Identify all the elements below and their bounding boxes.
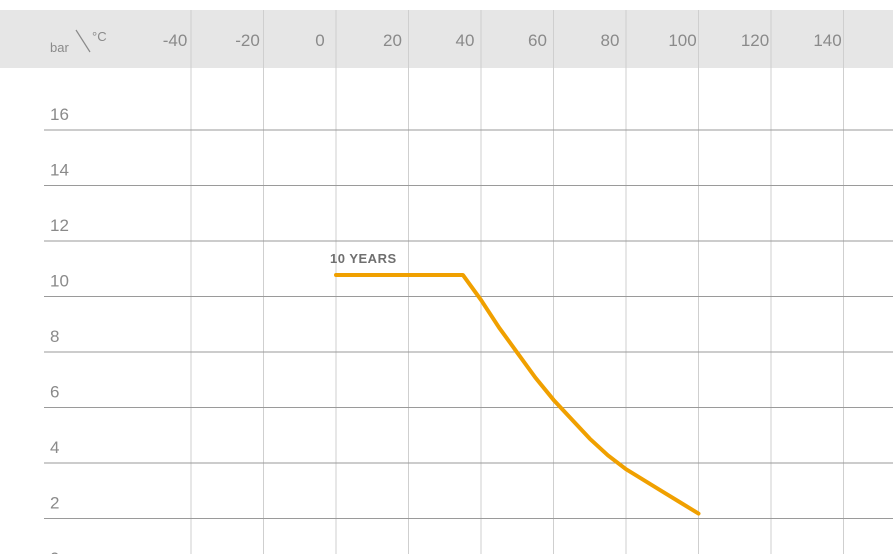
- series-line-10-years: [334, 272, 701, 516]
- x-tick-label: 0: [315, 31, 324, 50]
- x-tick-label: 20: [383, 31, 402, 50]
- header-band: [0, 10, 893, 68]
- y-tick-label: 8: [50, 327, 59, 346]
- corner-slash: [75, 29, 91, 53]
- y-tick-label: 4: [50, 438, 59, 457]
- x-tick-label: 60: [528, 31, 547, 50]
- y-tick-label: 14: [50, 161, 69, 180]
- x-tick-label: 40: [456, 31, 475, 50]
- x-tick-label: 80: [601, 31, 620, 50]
- y-unit-label: bar: [50, 40, 69, 55]
- vertical-gridlines: [190, 10, 844, 554]
- x-tick-label: -20: [235, 31, 260, 50]
- y-tick-labels: 16 14 12 10 8 6 4 2 0: [50, 105, 69, 554]
- y-tick-label: 10: [50, 272, 69, 291]
- x-tick-label: 100: [668, 31, 696, 50]
- x-tick-label: 120: [741, 31, 769, 50]
- y-tick-label: 0: [50, 549, 59, 554]
- x-tick-labels: -40 -20 0 20 40 60 80 100 120 140: [163, 31, 842, 50]
- horizontal-gridlines: [44, 129, 893, 519]
- x-tick-label: -40: [163, 31, 188, 50]
- series-label: 10 YEARS: [330, 251, 397, 266]
- corner-unit-label: bar °C: [50, 29, 107, 55]
- y-tick-label: 16: [50, 105, 69, 124]
- series-group: 10 YEARS: [330, 251, 701, 516]
- x-unit-label: °C: [92, 29, 107, 44]
- y-tick-label: 6: [50, 383, 59, 402]
- y-tick-label: 12: [50, 216, 69, 235]
- y-tick-label: 2: [50, 494, 59, 513]
- x-tick-label: 140: [813, 31, 841, 50]
